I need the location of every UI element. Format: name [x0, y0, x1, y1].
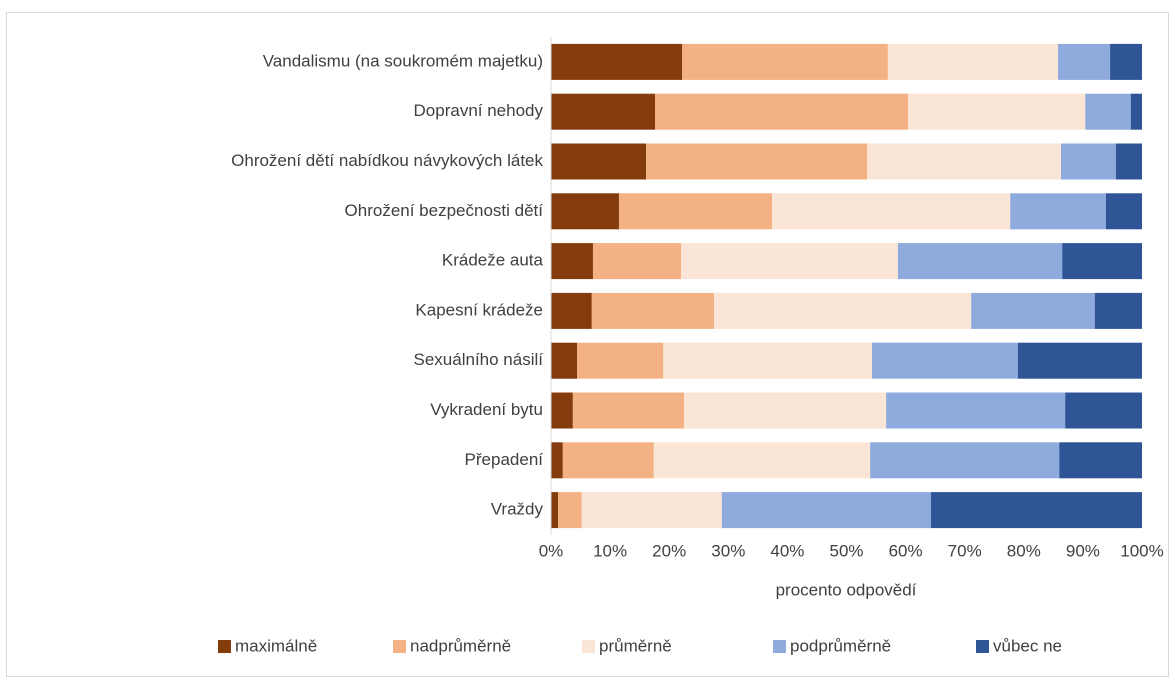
bar-segment	[1130, 93, 1142, 130]
bar-segment	[1062, 243, 1142, 280]
bar-segment	[1094, 292, 1142, 329]
bar-segment	[1085, 93, 1131, 130]
legend-label: maximálně	[235, 636, 317, 655]
x-tick-label: 40%	[770, 541, 804, 560]
bar-segment	[1010, 193, 1106, 230]
bar-segment	[683, 392, 887, 429]
bar-segment	[897, 243, 1063, 280]
legend-swatch	[393, 640, 406, 653]
y-tick-label: Krádeže auta	[442, 251, 544, 270]
y-tick-label: Kapesní krádeže	[415, 300, 543, 319]
bar-segment	[871, 342, 1018, 379]
x-tick-label: 90%	[1066, 541, 1100, 560]
x-tick-label: 30%	[711, 541, 745, 560]
x-tick-label: 50%	[829, 541, 863, 560]
bar-segment	[907, 93, 1086, 130]
bar-segment	[931, 492, 1142, 529]
bar-segment	[870, 442, 1060, 479]
bar-segment	[1058, 43, 1111, 80]
bar-segment	[681, 243, 898, 280]
legend-label: průměrně	[599, 636, 672, 655]
bar-segment	[682, 43, 888, 80]
bar-segment	[581, 492, 722, 529]
bar-segment	[867, 143, 1062, 180]
legend-swatch	[773, 640, 786, 653]
y-tick-label: Sexuálního násilí	[414, 350, 544, 369]
x-tick-label: 0%	[539, 541, 564, 560]
bar-segment	[663, 342, 872, 379]
bar-segment	[653, 442, 871, 479]
bar-segment	[1061, 143, 1116, 180]
y-tick-label: Vandalismu (na soukromém majetku)	[263, 51, 543, 70]
legend-swatch	[218, 640, 231, 653]
bar-segment	[1017, 342, 1142, 379]
bar-segment	[551, 243, 593, 280]
x-tick-label: 80%	[1007, 541, 1041, 560]
bar-segment	[551, 43, 683, 80]
bar-segment	[551, 392, 573, 429]
x-axis-label: procento odpovědí	[776, 580, 917, 599]
legend-swatch	[582, 640, 595, 653]
bar-segment	[1065, 392, 1142, 429]
bar-segment	[591, 292, 715, 329]
y-tick-label: Vraždy	[491, 500, 544, 519]
bar-segment	[551, 292, 592, 329]
y-tick-label: Ohrožení bezpečnosti dětí	[345, 201, 544, 220]
legend-label: vůbec ne	[993, 636, 1062, 655]
legend-label: podprůměrně	[790, 636, 891, 655]
bar-segment	[551, 492, 559, 529]
bar-segment	[772, 193, 1011, 230]
bar-segment	[1115, 143, 1142, 180]
x-tick-label: 60%	[889, 541, 923, 560]
bar-segment	[1105, 193, 1142, 230]
bar-segment	[577, 342, 664, 379]
bar-segment	[551, 342, 578, 379]
bar-segment	[618, 193, 773, 230]
bar-segment	[551, 442, 563, 479]
x-tick-label: 100%	[1120, 541, 1163, 560]
bar-segment	[572, 392, 684, 429]
bar-segment	[971, 292, 1095, 329]
x-tick-label: 10%	[593, 541, 627, 560]
y-tick-label: Ohrožení dětí nabídkou návykových látek	[231, 151, 543, 170]
x-tick-label: 20%	[652, 541, 686, 560]
bar-segment	[886, 392, 1066, 429]
bar-segment	[551, 193, 619, 230]
y-tick-label: Přepadení	[465, 450, 544, 469]
y-tick-label: Dopravní nehody	[414, 101, 544, 120]
bar-segment	[887, 43, 1059, 80]
x-tick-label: 70%	[948, 541, 982, 560]
bar-segment	[592, 243, 682, 280]
legend-label: nadprůměrně	[410, 636, 511, 655]
bar-segment	[655, 93, 908, 130]
bar-segment	[562, 442, 654, 479]
bar-segment	[1059, 442, 1142, 479]
bar-segment	[646, 143, 868, 180]
bar-segment	[558, 492, 582, 529]
y-tick-label: Vykradení bytu	[430, 400, 543, 419]
bar-segment	[714, 292, 972, 329]
legend-swatch	[976, 640, 989, 653]
bar-segment	[721, 492, 932, 529]
bar-segment	[1110, 43, 1142, 80]
bar-segment	[551, 93, 656, 130]
bar-segment	[551, 143, 647, 180]
